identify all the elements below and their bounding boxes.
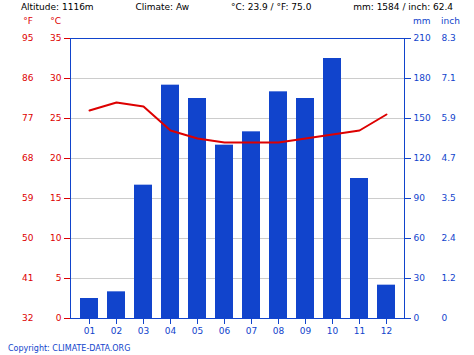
svg-text:10: 10: [50, 233, 62, 243]
svg-text:02: 02: [111, 326, 122, 336]
svg-text:1.2: 1.2: [442, 273, 456, 283]
svg-text:08: 08: [273, 326, 285, 336]
svg-text:12: 12: [381, 326, 392, 336]
svg-text:41: 41: [22, 273, 33, 283]
svg-text:86: 86: [22, 73, 34, 83]
svg-text:05: 05: [192, 326, 203, 336]
svg-text:03: 03: [138, 326, 149, 336]
html-text:°C: 23.9 / °F: 75.0: °C: 23.9 / °F: 75.0: [231, 2, 312, 12]
svg-text:150: 150: [414, 113, 431, 123]
svg-text:04: 04: [165, 326, 177, 336]
svg-text:7.1: 7.1: [442, 73, 456, 83]
svg-text:60: 60: [414, 233, 426, 243]
html-text:°C: °C: [50, 16, 61, 26]
svg-text:5.9: 5.9: [442, 113, 457, 123]
svg-text:2.4: 2.4: [442, 233, 457, 243]
html-text:mm: 1584 / inch: 62.4: mm: 1584 / inch: 62.4: [353, 2, 454, 12]
svg-text:25: 25: [50, 113, 61, 123]
svg-text:15: 15: [50, 193, 61, 203]
svg-text:11: 11: [354, 326, 365, 336]
svg-text:95: 95: [22, 33, 33, 43]
svg-text:120: 120: [414, 153, 431, 163]
svg-text:32: 32: [22, 313, 33, 323]
html-text:Copyright: CLIMATE-DATA.ORG: Copyright: CLIMATE-DATA.ORG: [8, 344, 131, 353]
svg-text:59: 59: [22, 193, 34, 203]
svg-text:01: 01: [84, 326, 95, 336]
svg-text:8.3: 8.3: [442, 33, 456, 43]
html-text:mm: mm: [413, 16, 431, 26]
svg-text:0: 0: [414, 313, 420, 323]
svg-text:09: 09: [300, 326, 312, 336]
svg-text:30: 30: [414, 273, 426, 283]
html-text:Altitude: 1116m: Altitude: 1116m: [20, 2, 94, 12]
svg-text:07: 07: [246, 326, 257, 336]
html-text:Climate: Aw: Climate: Aw: [135, 2, 190, 12]
svg-text:0: 0: [442, 313, 448, 323]
svg-text:4.7: 4.7: [442, 153, 456, 163]
svg-text:3.5: 3.5: [442, 193, 456, 203]
svg-text:90: 90: [414, 193, 426, 203]
svg-text:30: 30: [50, 73, 62, 83]
html-text:inch: inch: [441, 16, 460, 26]
svg-text:5: 5: [56, 273, 62, 283]
svg-text:35: 35: [50, 33, 61, 43]
svg-text:0: 0: [56, 313, 62, 323]
svg-text:20: 20: [50, 153, 62, 163]
svg-text:50: 50: [22, 233, 34, 243]
svg-text:68: 68: [22, 153, 34, 163]
svg-text:180: 180: [414, 73, 431, 83]
svg-text:77: 77: [22, 113, 33, 123]
svg-text:06: 06: [219, 326, 231, 336]
svg-text:210: 210: [414, 33, 431, 43]
svg-text:10: 10: [327, 326, 339, 336]
html-text:°F: °F: [23, 16, 33, 26]
